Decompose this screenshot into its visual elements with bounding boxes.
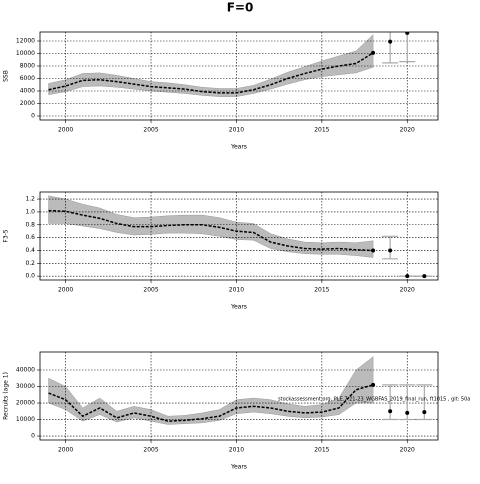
axes-frame	[39, 351, 439, 441]
y-tick-label: 0.4	[25, 247, 35, 254]
y-tick-label: 2000	[20, 100, 35, 107]
y-tick-label: 1.2	[25, 196, 35, 203]
x-tick-label: 2015	[314, 127, 329, 134]
last-estimate-point	[371, 50, 376, 55]
last-estimate-point	[371, 382, 376, 387]
y-tick-label: 10000	[16, 50, 35, 57]
x-tick-label: 2015	[314, 447, 329, 454]
projection-point	[422, 410, 427, 415]
x-tick-label: 2000	[58, 447, 73, 454]
x-tick-label: 2020	[400, 447, 415, 454]
y-tick-label: 0.6	[25, 234, 35, 241]
plot-area	[40, 32, 438, 120]
projection-point	[388, 39, 393, 44]
estimate-line	[48, 52, 374, 94]
x-tick-label: 2010	[229, 287, 244, 294]
projection-point	[388, 409, 393, 414]
x-tick-label: 2020	[400, 127, 415, 134]
y-tick-label: 10000	[16, 416, 35, 423]
y-tick-label: 40000	[16, 366, 35, 373]
x-tick-label: 2000	[58, 287, 73, 294]
annotation: stockassessment.org, PLE.7.21-23_WGBFAS_…	[278, 397, 470, 403]
axes-frame	[39, 31, 439, 121]
y-tick-label: 0.8	[25, 221, 35, 228]
y-tick-label: 20000	[16, 400, 35, 407]
projection-point	[405, 410, 410, 415]
confidence-band	[48, 34, 374, 97]
y-tick-label: 0	[31, 433, 35, 440]
projection-point	[422, 274, 427, 279]
x-tick-label: 2015	[314, 287, 329, 294]
x-axis-label: Years	[230, 464, 247, 471]
x-tick-label: 2010	[229, 447, 244, 454]
y-axis-label: F3-5	[3, 229, 10, 242]
projection-point	[405, 274, 410, 279]
y-axis-label: Recruits (age 1)	[3, 372, 10, 420]
x-tick-label: 2005	[143, 127, 158, 134]
plot-area	[40, 352, 438, 440]
confidence-band	[48, 356, 374, 425]
projection-point	[388, 248, 393, 253]
y-tick-label: 12000	[16, 38, 35, 45]
x-tick-label: 2005	[143, 447, 158, 454]
y-tick-label: 0	[31, 113, 35, 120]
projection-point	[405, 32, 410, 35]
axes-frame	[39, 191, 439, 281]
x-tick-label: 2010	[229, 127, 244, 134]
estimate-line	[48, 209, 374, 252]
plot-area	[40, 192, 438, 280]
estimate-line	[48, 384, 374, 422]
x-axis-label: Years	[230, 144, 247, 151]
x-tick-label: 2020	[400, 287, 415, 294]
x-tick-label: 2000	[58, 127, 73, 134]
y-tick-label: 0.0	[25, 273, 35, 280]
y-tick-label: 8000	[20, 63, 35, 70]
y-tick-label: 30000	[16, 383, 35, 390]
y-axis-label: SSB	[3, 70, 10, 82]
x-tick-label: 2005	[143, 287, 158, 294]
y-tick-label: 0.2	[25, 260, 35, 267]
x-axis-label: Years	[230, 304, 247, 311]
y-tick-label: 6000	[20, 75, 35, 82]
y-tick-label: 4000	[20, 88, 35, 95]
y-tick-label: 1.0	[25, 208, 35, 215]
last-estimate-point	[371, 248, 376, 253]
chart-title: F=0	[227, 1, 254, 15]
